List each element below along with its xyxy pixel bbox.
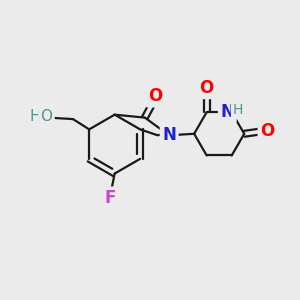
Text: N: N [162,126,176,144]
Text: H: H [233,103,243,117]
Text: O: O [260,122,274,140]
Text: O: O [200,79,214,97]
Text: F: F [105,189,116,207]
Text: H: H [30,109,41,124]
Text: O: O [148,87,162,105]
Text: O: O [40,109,52,124]
Text: N: N [220,103,234,121]
